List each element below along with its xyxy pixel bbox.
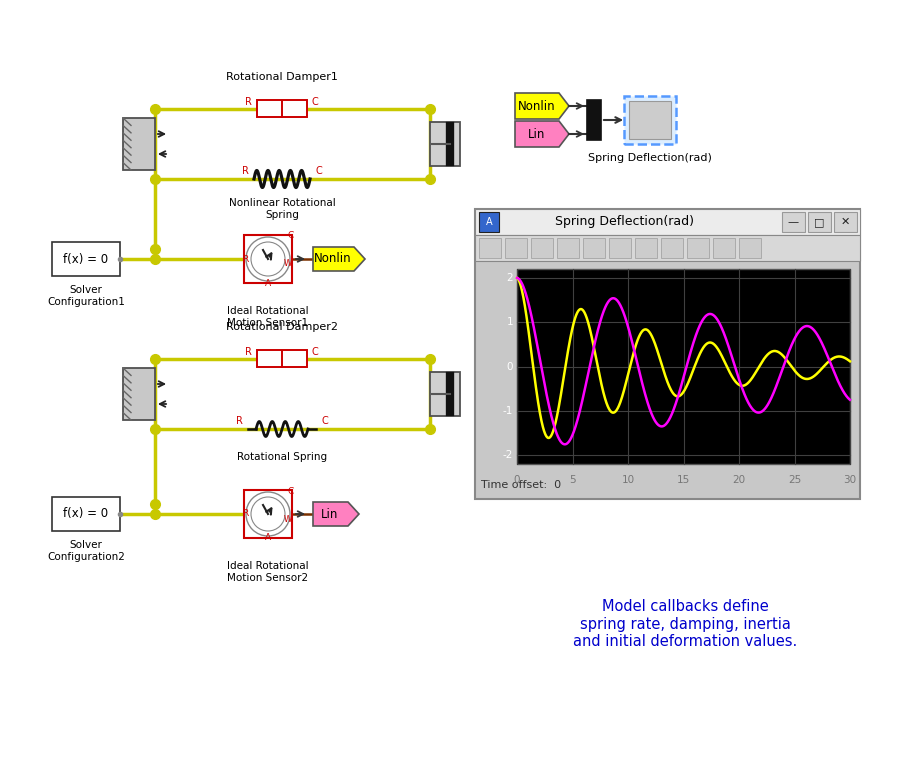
Text: Time offset:  0: Time offset: 0: [481, 480, 561, 490]
Bar: [629, 101, 671, 139]
Text: 0: 0: [506, 361, 513, 371]
Bar: [257, 100, 307, 117]
Bar: [624, 96, 676, 144]
Polygon shape: [515, 121, 569, 147]
Bar: [475, 235, 860, 261]
Text: R: R: [236, 416, 243, 426]
Bar: [479, 212, 499, 232]
Bar: [244, 490, 292, 538]
Text: 2: 2: [506, 273, 513, 283]
Text: ✕: ✕: [841, 217, 850, 227]
Bar: [123, 368, 155, 420]
Bar: [808, 212, 831, 232]
Text: 5: 5: [570, 475, 576, 485]
Circle shape: [251, 497, 285, 531]
Text: Rotational Damper1: Rotational Damper1: [226, 72, 338, 82]
Text: -1: -1: [502, 406, 513, 416]
Bar: [687, 238, 709, 258]
Bar: [52, 242, 120, 276]
Text: C: C: [315, 166, 322, 176]
Text: 30: 30: [844, 475, 856, 485]
Text: Solver
Configuration1: Solver Configuration1: [47, 285, 125, 307]
Text: Rotational Damper2: Rotational Damper2: [226, 322, 338, 332]
Text: 1: 1: [506, 317, 513, 327]
Text: Spring Deflection(rad): Spring Deflection(rad): [588, 153, 712, 163]
Polygon shape: [313, 247, 365, 271]
Text: Ideal Rotational
Motion Sensor2: Ideal Rotational Motion Sensor2: [227, 561, 308, 583]
Text: 15: 15: [677, 475, 690, 485]
Bar: [609, 238, 631, 258]
Text: A: A: [485, 217, 493, 227]
Text: Spring Deflection(rad): Spring Deflection(rad): [555, 215, 694, 228]
Text: Model callbacks define
spring rate, damping, inertia
and initial deformation val: Model callbacks define spring rate, damp…: [573, 599, 797, 649]
Bar: [244, 235, 292, 283]
Bar: [587, 100, 601, 140]
Text: W: W: [284, 514, 292, 524]
Text: C: C: [312, 97, 318, 107]
Text: f(x) = 0: f(x) = 0: [63, 252, 109, 265]
Text: A: A: [265, 278, 271, 288]
Text: Nonlin: Nonlin: [314, 252, 352, 265]
Text: Solver
Configuration2: Solver Configuration2: [47, 540, 125, 562]
Text: 20: 20: [733, 475, 746, 485]
Text: C: C: [312, 347, 318, 357]
Text: C: C: [321, 416, 327, 426]
Text: □: □: [814, 217, 824, 227]
Polygon shape: [515, 93, 569, 119]
Text: Lin: Lin: [528, 128, 546, 141]
Text: Nonlinear Rotational
Spring: Nonlinear Rotational Spring: [229, 198, 336, 220]
Bar: [475, 209, 860, 235]
Text: 10: 10: [621, 475, 635, 485]
Text: R: R: [242, 255, 249, 264]
Bar: [475, 209, 860, 499]
Bar: [430, 372, 460, 416]
Bar: [739, 238, 761, 258]
Text: Ideal Rotational
Motion Sensor1: Ideal Rotational Motion Sensor1: [227, 306, 308, 328]
Circle shape: [251, 242, 285, 276]
Text: R: R: [245, 97, 252, 107]
Text: —: —: [788, 217, 799, 227]
Text: -2: -2: [502, 450, 513, 460]
Text: C: C: [288, 231, 294, 241]
Bar: [52, 497, 120, 531]
Bar: [661, 238, 683, 258]
Text: 25: 25: [788, 475, 801, 485]
Bar: [517, 269, 850, 464]
Text: f(x) = 0: f(x) = 0: [63, 508, 109, 521]
Text: W: W: [284, 259, 292, 268]
Bar: [635, 238, 657, 258]
Polygon shape: [313, 502, 359, 526]
Bar: [479, 238, 501, 258]
Text: R: R: [245, 347, 252, 357]
Bar: [713, 238, 735, 258]
Bar: [257, 350, 307, 367]
Circle shape: [246, 237, 290, 281]
Bar: [583, 238, 605, 258]
Bar: [123, 118, 155, 170]
Bar: [505, 238, 527, 258]
Text: A: A: [265, 534, 271, 542]
Bar: [834, 212, 857, 232]
Text: Lin: Lin: [321, 508, 338, 521]
Text: R: R: [242, 510, 249, 518]
Text: C: C: [288, 487, 294, 495]
Bar: [430, 122, 460, 166]
Bar: [531, 238, 553, 258]
Circle shape: [246, 492, 290, 536]
Bar: [782, 212, 805, 232]
Text: R: R: [242, 166, 249, 176]
Bar: [557, 238, 579, 258]
Text: Nonlin: Nonlin: [518, 99, 556, 112]
Text: Rotational Spring: Rotational Spring: [237, 452, 327, 462]
Text: 0: 0: [513, 475, 521, 485]
